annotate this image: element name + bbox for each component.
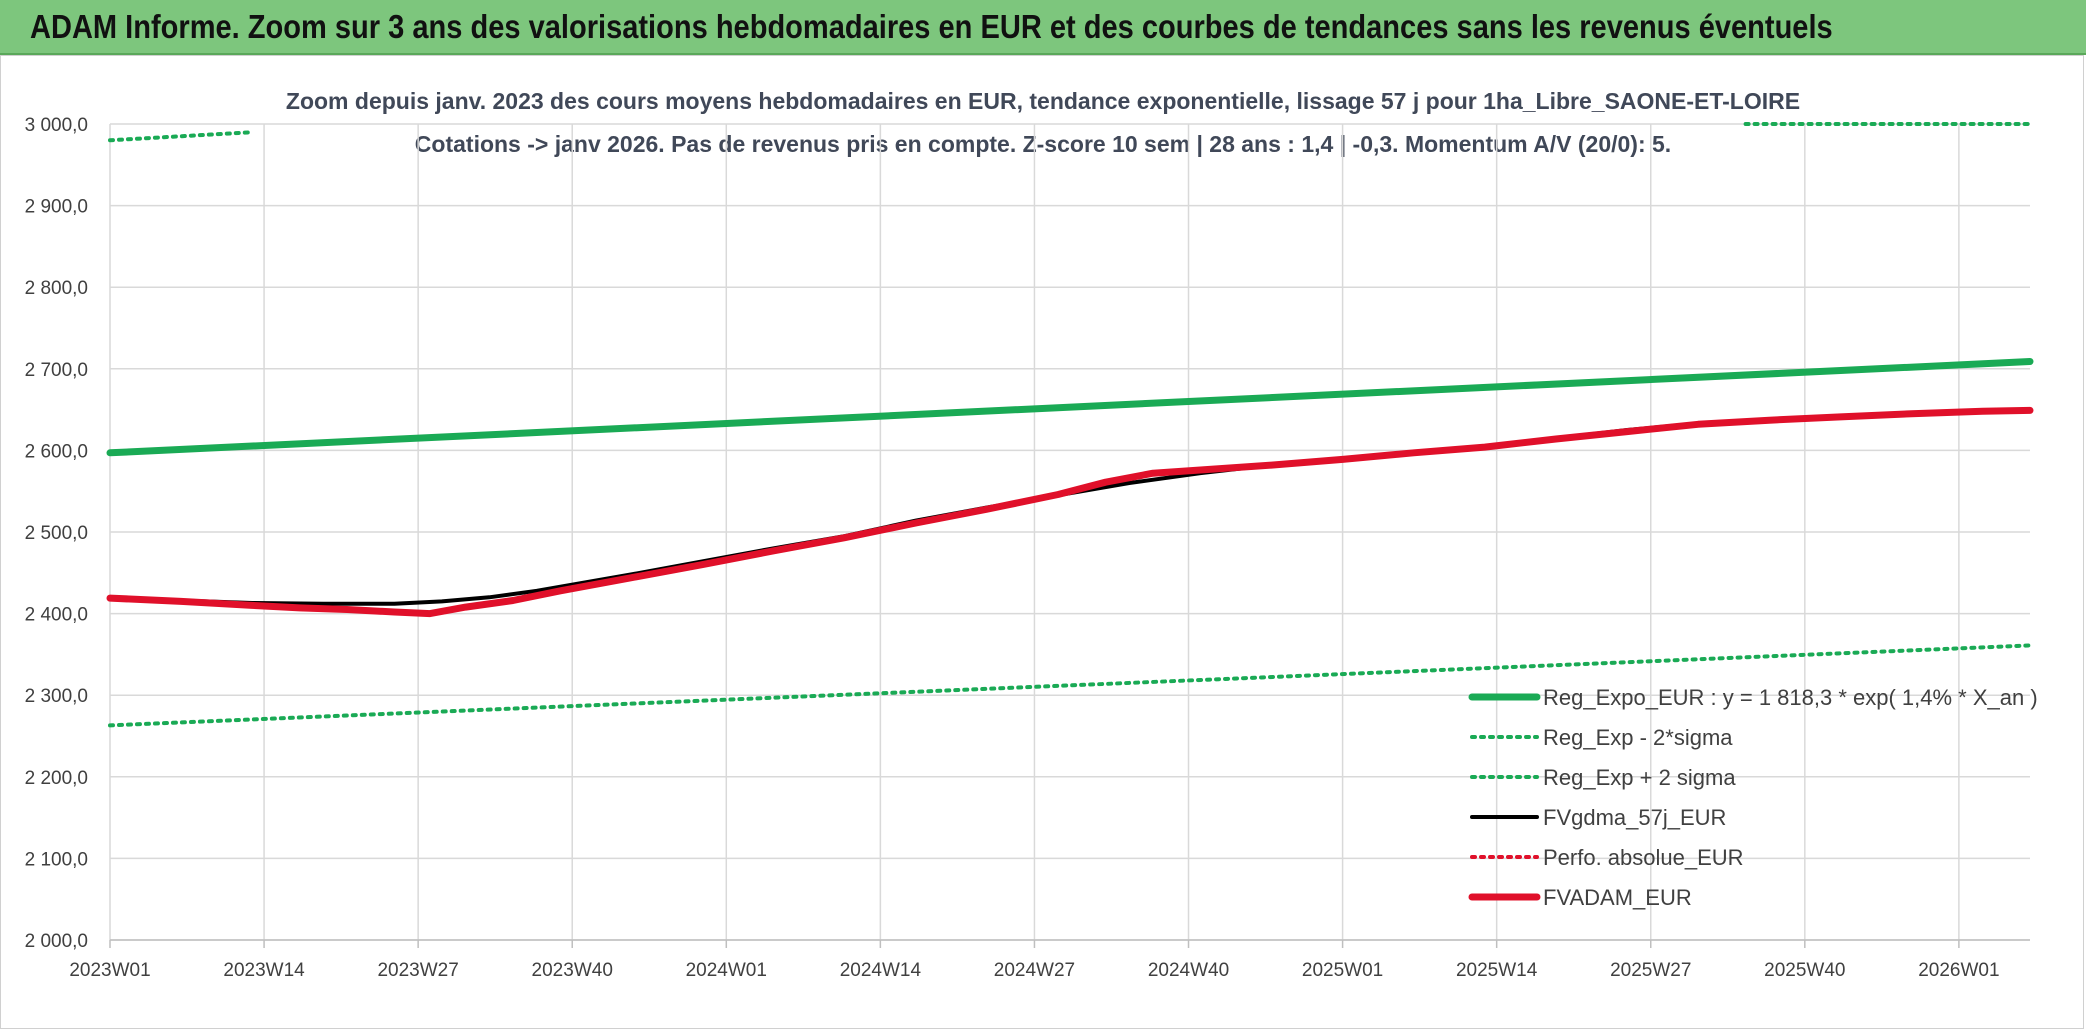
x-tick-label: 2026W01 xyxy=(1918,960,1999,981)
x-tick-label: 2023W01 xyxy=(69,960,150,981)
x-tick-label: 2024W27 xyxy=(994,960,1075,981)
series-line-reg-expo-eur xyxy=(106,358,2034,457)
legend-label: FVgdma_57j_EUR xyxy=(1543,805,1726,830)
y-tick-label: 2 900,0 xyxy=(25,197,88,218)
y-tick-label: 2 700,0 xyxy=(25,360,88,381)
series-layer xyxy=(106,122,2034,728)
x-tick-label: 2024W01 xyxy=(686,960,767,981)
chart-title-line1: Zoom depuis janv. 2023 des cours moyens … xyxy=(286,88,1800,114)
x-tick-label: 2023W27 xyxy=(377,960,458,981)
legend-label: Reg_Exp - 2*sigma xyxy=(1543,725,1733,750)
chart-title-line2: Cotations -> janv 2026. Pas de revenus p… xyxy=(415,131,1671,157)
axis-labels: 2 000,0 2 100,0 2 200,0 2 300,0 2 400,0 2 500… xyxy=(25,115,2000,981)
y-tick-label: 2 800,0 xyxy=(25,278,88,299)
series-line-reg-exp-2-sigma xyxy=(108,130,255,143)
y-tick-label: 2 100,0 xyxy=(25,849,88,870)
x-tick-label: 2025W01 xyxy=(1302,960,1383,981)
x-tick-label: 2024W14 xyxy=(840,960,922,981)
x-tick-label: 2025W14 xyxy=(1456,960,1538,981)
y-tick-label: 2 600,0 xyxy=(25,441,88,462)
y-tick-label: 2 500,0 xyxy=(25,523,88,544)
y-tick-label: 3 000,0 xyxy=(25,115,88,136)
x-tick-label: 2025W27 xyxy=(1610,960,1691,981)
legend-label: Reg_Expo_EUR : y = 1 818,3 * exp( 1,4% *… xyxy=(1543,685,2038,710)
series-line-reg-exp-2-sigma xyxy=(108,643,2032,728)
legend: Reg_Expo_EUR : y = 1 818,3 * exp( 1,4% *… xyxy=(1468,685,2038,910)
y-tick-label: 2 300,0 xyxy=(25,686,88,707)
x-tick-label: 2024W40 xyxy=(1148,960,1229,981)
report-title: ADAM Informe. Zoom sur 3 ans des valoris… xyxy=(30,8,1833,45)
x-tick-label: 2023W40 xyxy=(532,960,613,981)
legend-label: FVADAM_EUR xyxy=(1543,885,1692,910)
legend-label: Perfo. absolue_EUR xyxy=(1543,845,1744,870)
report-banner: ADAM Informe. Zoom sur 3 ans des valoris… xyxy=(0,0,2086,55)
grid-layer xyxy=(109,123,2030,948)
chart-frame xyxy=(0,55,2084,1029)
legend-label: Reg_Exp + 2 sigma xyxy=(1543,765,1736,790)
x-tick-label: 2023W14 xyxy=(223,960,305,981)
series-line-fvadam-eur xyxy=(106,406,2034,618)
x-tick-label: 2025W40 xyxy=(1764,960,1845,981)
y-tick-label: 2 000,0 xyxy=(25,931,88,952)
y-tick-label: 2 400,0 xyxy=(25,605,88,626)
y-tick-label: 2 200,0 xyxy=(25,768,88,789)
